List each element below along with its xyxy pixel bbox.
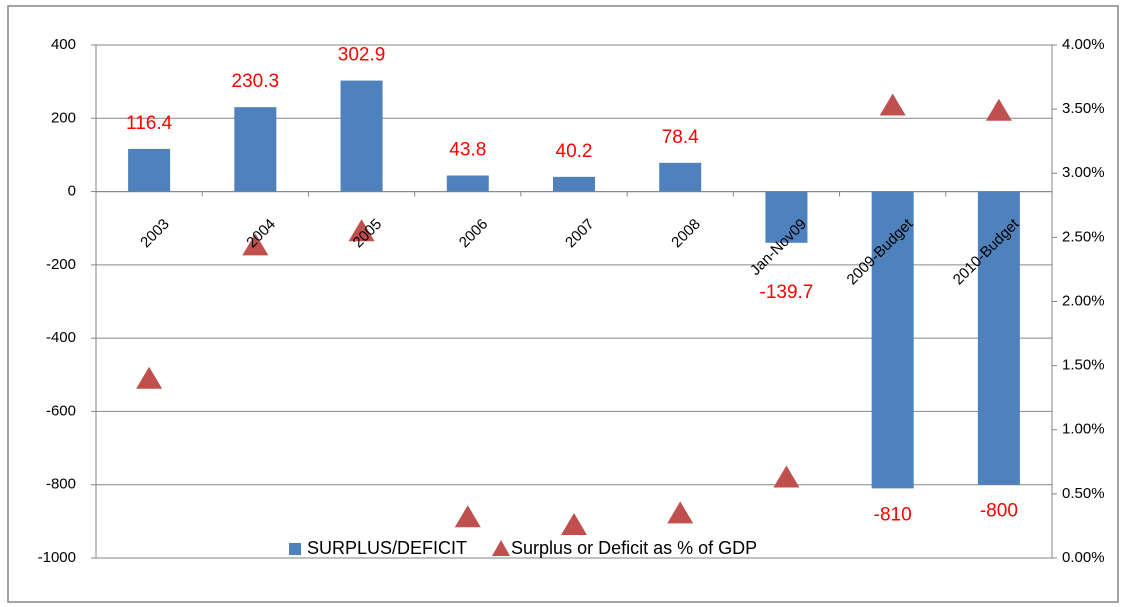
y-tick-label: -400: [46, 329, 76, 346]
y-tick-label: -800: [46, 476, 76, 493]
y2-tick-label: 4.00%: [1062, 36, 1105, 53]
bar: [765, 191, 808, 243]
y-tick-label: 200: [51, 109, 76, 126]
legend-label: Surplus or Deficit as % of GDP: [511, 538, 757, 558]
bar: [446, 175, 489, 192]
bar: [234, 107, 277, 192]
y2-tick-label: 0.00%: [1062, 549, 1105, 566]
data-label: 116.4: [126, 113, 173, 134]
y2-tick-label: 2.00%: [1062, 292, 1105, 309]
y-tick-label: -600: [46, 402, 76, 419]
y2-tick-label: 3.50%: [1062, 100, 1105, 117]
y2-tick-label: 0.50%: [1062, 485, 1105, 502]
marker: [773, 465, 800, 488]
marker: [136, 366, 163, 389]
y2-tick-label: 2.50%: [1062, 228, 1105, 245]
y-tick-label: 0: [68, 183, 76, 200]
marker: [242, 233, 269, 256]
marker: [879, 93, 906, 116]
marker: [667, 501, 694, 524]
y2-tick-label: 1.00%: [1062, 421, 1105, 438]
data-label: -800: [980, 501, 1018, 522]
data-label: -810: [874, 504, 912, 525]
bar: [977, 191, 1020, 485]
marker: [348, 219, 375, 242]
data-label: 302.9: [338, 45, 386, 66]
marker: [561, 512, 587, 535]
bar: [340, 80, 383, 192]
data-label: 40.2: [556, 141, 593, 162]
data-label: -139.7: [760, 282, 814, 303]
y2-tick-label: 1.50%: [1062, 357, 1105, 374]
y2-tick-label: 3.00%: [1062, 164, 1105, 181]
chart-frame: [7, 5, 1119, 603]
legend-swatch: [289, 543, 301, 555]
legend-label: SURPLUS/DEFICIT: [307, 538, 467, 558]
marker: [454, 505, 481, 528]
data-label: 43.8: [449, 140, 486, 161]
y-tick-label: -1000: [38, 549, 76, 566]
y-tick-label: -200: [46, 256, 76, 273]
y-tick-label: 400: [51, 36, 76, 53]
bar: [659, 162, 702, 192]
bar: [128, 148, 171, 192]
data-label: 78.4: [662, 127, 699, 148]
data-label: 230.3: [232, 71, 280, 92]
bar: [553, 176, 595, 192]
legend-swatch: [492, 540, 511, 556]
marker: [985, 98, 1012, 121]
bar: [871, 191, 914, 489]
